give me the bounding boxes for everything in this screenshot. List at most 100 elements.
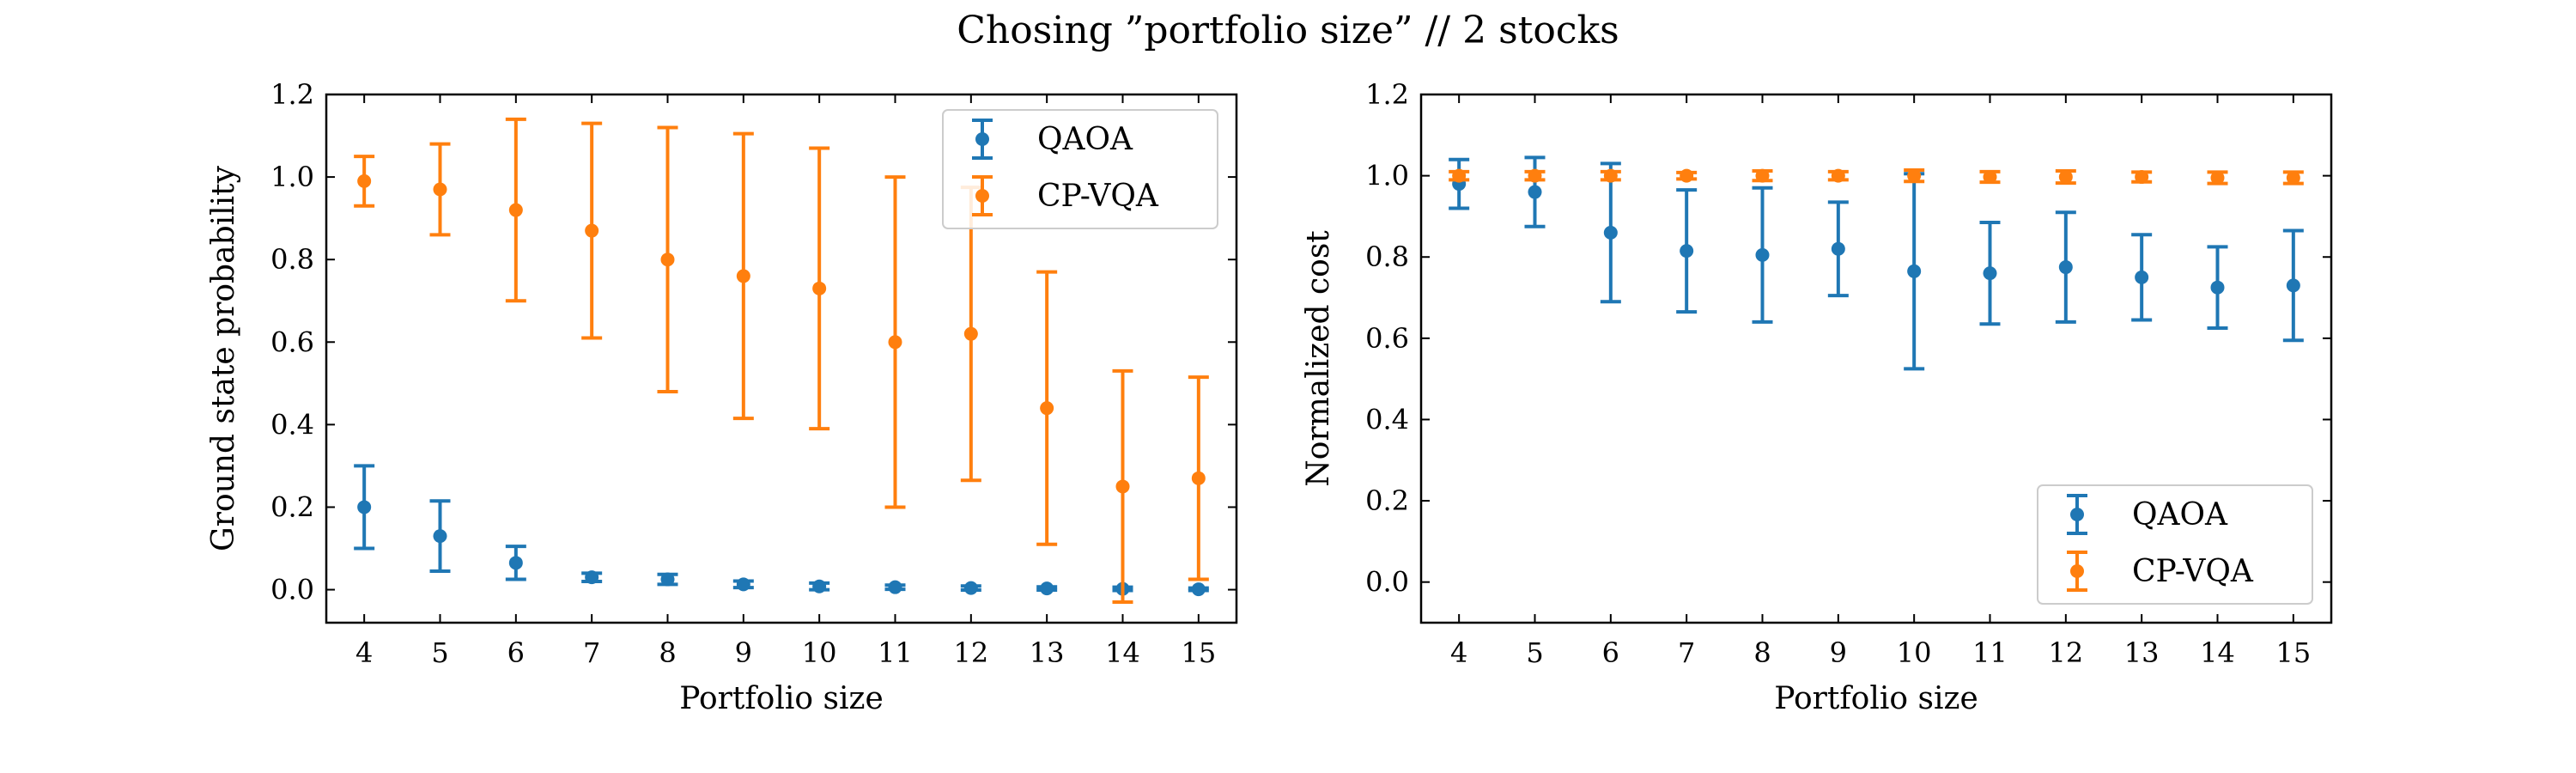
data-point <box>433 529 447 544</box>
x-tick-label: 7 <box>583 636 600 669</box>
x-tick-label: 15 <box>1181 636 1216 669</box>
y-tick-label: 0.6 <box>1365 322 1409 355</box>
y-tick-label: 0.4 <box>1365 403 1409 435</box>
data-point <box>1040 401 1054 416</box>
x-tick-label: 8 <box>659 636 676 669</box>
data-point <box>357 173 372 188</box>
legend-label: CP-VQA <box>2132 554 2254 589</box>
x-tick-label: 10 <box>1897 636 1932 669</box>
data-point <box>812 281 827 295</box>
data-point <box>660 572 675 587</box>
data-point <box>963 581 978 595</box>
x-tick-label: 15 <box>2275 636 2311 669</box>
data-point <box>1680 244 1694 259</box>
x-tick-label: 6 <box>507 636 525 669</box>
x-tick-label: 13 <box>1030 636 1065 669</box>
y-axis-label: Normalized cost <box>1301 230 1336 487</box>
y-tick-label: 1.2 <box>270 78 314 111</box>
data-point <box>1603 168 1618 183</box>
data-point <box>736 269 750 283</box>
x-axis-label: Portfolio size <box>679 681 884 716</box>
data-point <box>2135 170 2149 185</box>
data-point <box>2058 170 2073 185</box>
data-point <box>1831 168 1845 183</box>
data-point <box>1528 168 1542 183</box>
x-tick-label: 11 <box>1972 636 2008 669</box>
x-tick-label: 5 <box>1526 636 1543 669</box>
figure-title: Chosing ”portfolio size” // 2 stocks <box>957 9 1619 52</box>
plot-frame <box>325 93 1238 624</box>
data-point <box>357 500 372 514</box>
data-point <box>1191 582 1206 597</box>
left-subplot: 4 5 6 7 8 9 10 11 12 13 14 15 0.0 0.2 0.4 0.6 0.8 1.0 1.2 P… <box>206 78 1238 716</box>
y-tick-label: 0.2 <box>270 490 314 523</box>
data-point <box>1755 168 1770 183</box>
legend-label: QAOA <box>2132 497 2228 533</box>
x-tick-label: 4 <box>355 636 373 669</box>
legend-label: QAOA <box>1037 122 1133 157</box>
data-point <box>1452 168 1467 183</box>
data-point <box>1907 264 1922 278</box>
data-point <box>1603 225 1618 240</box>
data-point <box>1983 266 1997 281</box>
legend: QAOA CP-VQA <box>2037 484 2313 605</box>
data-point <box>585 223 599 238</box>
data-point <box>660 253 675 267</box>
data-point <box>508 556 523 570</box>
x-tick-label: 14 <box>2200 636 2235 669</box>
data-point <box>585 570 599 585</box>
x-tick-label: 7 <box>1678 636 1695 669</box>
y-axis-label: Ground state probability <box>206 165 241 551</box>
y-tick-label: 0.8 <box>1365 240 1409 273</box>
legend: QAOA CP-VQA <box>942 109 1218 229</box>
x-tick-label: 8 <box>1753 636 1771 669</box>
x-tick-label: 11 <box>878 636 913 669</box>
data-point <box>2058 260 2073 275</box>
legend-handle <box>972 119 993 160</box>
data-point <box>2210 280 2225 295</box>
data-point <box>2135 270 2149 284</box>
data-point <box>1191 471 1206 485</box>
data-point <box>2286 170 2300 185</box>
y-tick-label: 0.2 <box>1365 484 1409 517</box>
y-tick-label: 0.8 <box>270 243 314 276</box>
y-tick-label: 1.0 <box>1365 160 1409 192</box>
data-point <box>1831 241 1845 256</box>
x-tick-label: 12 <box>953 636 988 669</box>
data-point <box>2286 278 2300 293</box>
data-point <box>888 335 902 350</box>
data-point <box>433 182 447 197</box>
x-tick-label: 12 <box>2048 636 2083 669</box>
data-point <box>1528 185 1542 199</box>
x-tick-label: 9 <box>1830 636 1847 669</box>
y-tick-label: 0.0 <box>1365 566 1409 599</box>
data-point <box>508 203 523 217</box>
y-tick-label: 1.2 <box>1365 78 1409 111</box>
data-point <box>1040 581 1054 596</box>
x-tick-label: 10 <box>802 636 837 669</box>
right-subplot: 4 5 6 7 8 9 10 11 12 13 14 15 0.0 0.2 0.4 0.6 0.8 1.0 1.2 P… <box>1301 78 2333 716</box>
y-tick-label: 1.0 <box>270 161 314 193</box>
data-point <box>736 577 750 592</box>
data-point <box>2210 170 2225 185</box>
x-tick-label: 9 <box>735 636 752 669</box>
y-tick-label: 0.6 <box>270 326 314 358</box>
x-tick-label: 6 <box>1602 636 1619 669</box>
x-tick-label: 13 <box>2124 636 2160 669</box>
y-tick-label: 0.0 <box>270 574 314 606</box>
data-point <box>1755 247 1770 262</box>
legend-handle <box>2067 494 2087 535</box>
legend-label: CP-VQA <box>1037 179 1159 214</box>
data-point <box>1115 479 1130 494</box>
y-tick-label: 0.4 <box>270 408 314 441</box>
data-point <box>1907 168 1922 183</box>
x-axis-label: Portfolio size <box>1774 681 1978 716</box>
data-point <box>1680 168 1694 183</box>
data-point <box>963 326 978 341</box>
data-point <box>888 580 902 594</box>
legend-handle <box>2067 551 2087 592</box>
plot-frame <box>1419 93 2333 624</box>
x-tick-label: 14 <box>1105 636 1140 669</box>
legend-handle <box>972 175 993 216</box>
